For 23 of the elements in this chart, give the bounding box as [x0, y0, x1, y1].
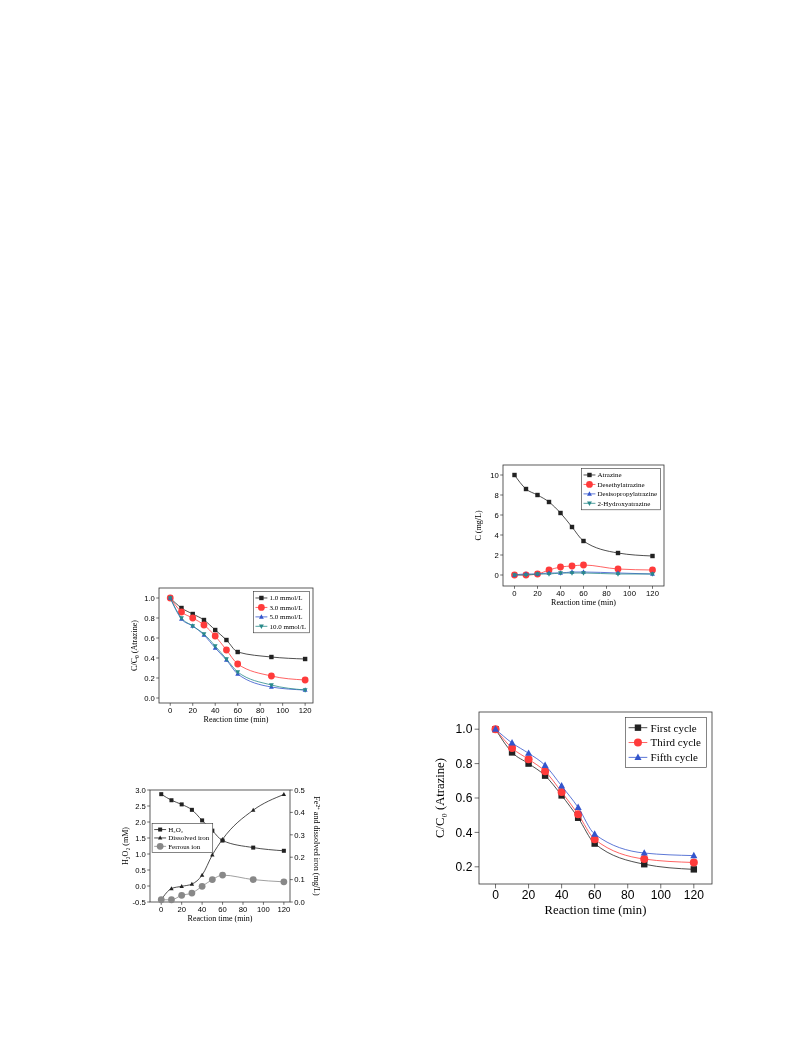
y-tick-label: 0.2 — [455, 860, 473, 875]
y-axis-title: C/C₀ (Atrazine) — [432, 758, 447, 838]
y-axis-title: C/C₀ (Atrazine) — [129, 619, 139, 671]
y-axis-title: H₂O₂ (mM) — [120, 826, 130, 866]
y2-axis-title: Fe²⁺ and dissolved iron (mg/L) — [311, 796, 321, 896]
x-tick-label: 80 — [621, 888, 635, 903]
legend-label: First cycle — [650, 721, 697, 734]
x-axis-title: Reaction time (min) — [203, 714, 269, 724]
y-axis-title: C (mg/L) — [473, 510, 483, 541]
x-tick-label: 20 — [521, 888, 536, 903]
y-tick-label: 1.0 — [455, 722, 473, 737]
x-axis-title: Reaction time (min) — [544, 902, 647, 917]
x-axis-title: Reaction time (min) — [187, 913, 253, 923]
x-axis-title: Reaction time (min) — [551, 597, 617, 607]
y-tick-label: 0.8 — [455, 756, 473, 771]
x-tick-label: 40 — [554, 888, 569, 903]
legend-label: Fifth cycle — [650, 751, 699, 764]
x-tick-label: 120 — [683, 888, 705, 903]
y-tick-label: 0.6 — [455, 791, 473, 806]
x-tick-label: 100 — [650, 888, 672, 903]
legend-label: Third cycle — [650, 736, 702, 749]
x-tick-label: 60 — [587, 888, 602, 903]
y-tick-label: 0.4 — [455, 825, 473, 840]
